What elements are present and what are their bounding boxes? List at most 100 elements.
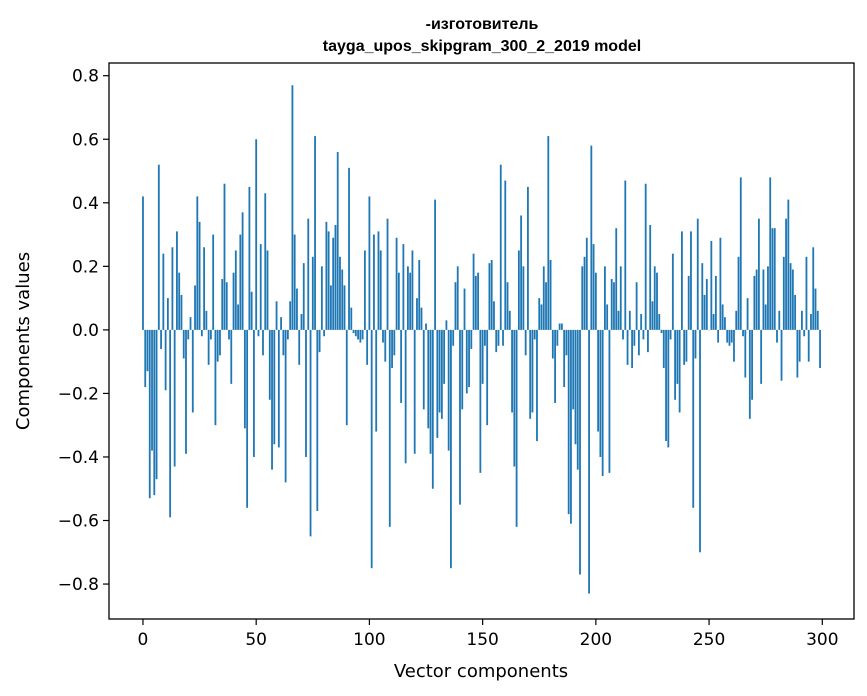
bar: [391, 329, 393, 369]
bar: [726, 329, 729, 343]
x-tick-label: 150: [466, 630, 498, 650]
bar: [142, 196, 144, 330]
x-tick-label: 200: [580, 630, 612, 650]
bar: [246, 329, 249, 508]
bar: [361, 329, 364, 340]
bar: [239, 234, 242, 330]
bar: [311, 256, 314, 330]
bar: [549, 259, 552, 330]
bar: [189, 317, 192, 330]
bar: [445, 320, 448, 330]
bar: [803, 329, 806, 337]
bar: [151, 329, 153, 451]
bar: [264, 193, 267, 330]
bar: [574, 329, 577, 445]
bar: [250, 291, 253, 330]
bar: [796, 329, 799, 378]
bar: [257, 329, 260, 337]
bar: [436, 329, 439, 438]
bar: [352, 329, 355, 334]
bar: [660, 329, 663, 334]
bar: [810, 313, 812, 330]
bar: [572, 329, 575, 410]
bar: [737, 256, 740, 330]
bar: [714, 275, 717, 330]
bar: [205, 310, 208, 330]
bar: [608, 329, 611, 473]
bar: [187, 329, 190, 340]
bar: [493, 301, 495, 330]
bar: [298, 329, 301, 365]
bar: [178, 272, 181, 330]
bar: [320, 266, 323, 330]
bar: [653, 266, 656, 330]
chart-title-line1: -изготовитель: [426, 16, 539, 33]
bar: [357, 329, 359, 340]
bar: [529, 329, 532, 419]
bar: [454, 282, 457, 330]
bar: [323, 329, 326, 337]
bar: [194, 285, 196, 330]
bar: [486, 329, 489, 426]
y-tick-label: −0.4: [58, 448, 99, 468]
bar: [628, 310, 631, 330]
bar: [545, 282, 547, 330]
bar: [615, 228, 618, 330]
bar: [284, 329, 287, 483]
bar: [203, 247, 206, 330]
bar: [588, 329, 590, 594]
bar: [302, 263, 305, 330]
bar: [388, 329, 391, 527]
bar: [812, 247, 815, 330]
bar: [479, 329, 482, 473]
bar: [597, 329, 600, 432]
bar: [465, 329, 468, 394]
chart-title-line2: tayga_upos_skipgram_300_2_2019 model: [323, 38, 641, 55]
bar: [316, 329, 319, 511]
bar: [816, 310, 819, 330]
bar: [563, 329, 566, 388]
bar: [513, 329, 516, 467]
bar: [619, 266, 622, 330]
bar: [746, 298, 749, 330]
bar: [348, 167, 350, 330]
bar: [262, 329, 264, 356]
bar: [499, 164, 502, 330]
bar: [536, 329, 538, 442]
bar: [144, 329, 147, 388]
bar: [576, 329, 579, 470]
bar: [354, 329, 357, 337]
bar: [345, 329, 348, 426]
bar: [692, 329, 695, 508]
bar: [212, 234, 215, 330]
bar: [176, 231, 178, 330]
bar: [760, 329, 763, 384]
x-axis-label: Vector components: [394, 661, 568, 682]
bar: [488, 263, 491, 330]
bar: [418, 259, 421, 330]
bar: [400, 329, 403, 403]
bar: [712, 313, 715, 330]
bar: [762, 269, 765, 330]
bar: [280, 317, 282, 330]
y-axis-ticks: −0.8 −0.6 −0.4 −0.2 0.0 0.2 0.4 0.6 0.8: [58, 67, 109, 595]
bar: [547, 136, 550, 330]
bar: [551, 329, 554, 359]
bar: [739, 177, 742, 330]
bar: [676, 329, 679, 384]
bar: [223, 183, 226, 330]
bar: [531, 329, 534, 413]
bar: [483, 329, 486, 346]
bar: [155, 329, 158, 480]
bar: [472, 253, 475, 330]
bar: [789, 263, 792, 330]
bar: [366, 329, 369, 365]
bar: [782, 256, 785, 330]
bar: [191, 329, 194, 413]
bar: [443, 329, 446, 384]
y-tick-label: 0.6: [72, 130, 99, 150]
bar: [339, 256, 341, 330]
bar: [685, 329, 688, 362]
bar: [538, 298, 541, 330]
bar: [468, 329, 470, 388]
